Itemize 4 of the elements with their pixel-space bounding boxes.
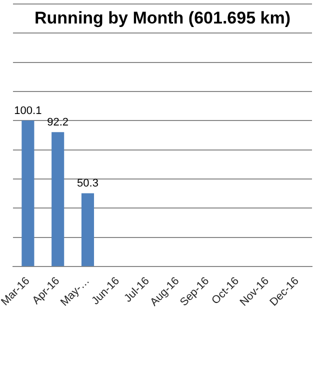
chart-title: Running by Month (601.695 km): [34, 8, 290, 28]
data-label: 50.3: [77, 178, 98, 190]
data-label: 100.1: [14, 105, 42, 118]
data-label: 92.2: [47, 116, 69, 129]
